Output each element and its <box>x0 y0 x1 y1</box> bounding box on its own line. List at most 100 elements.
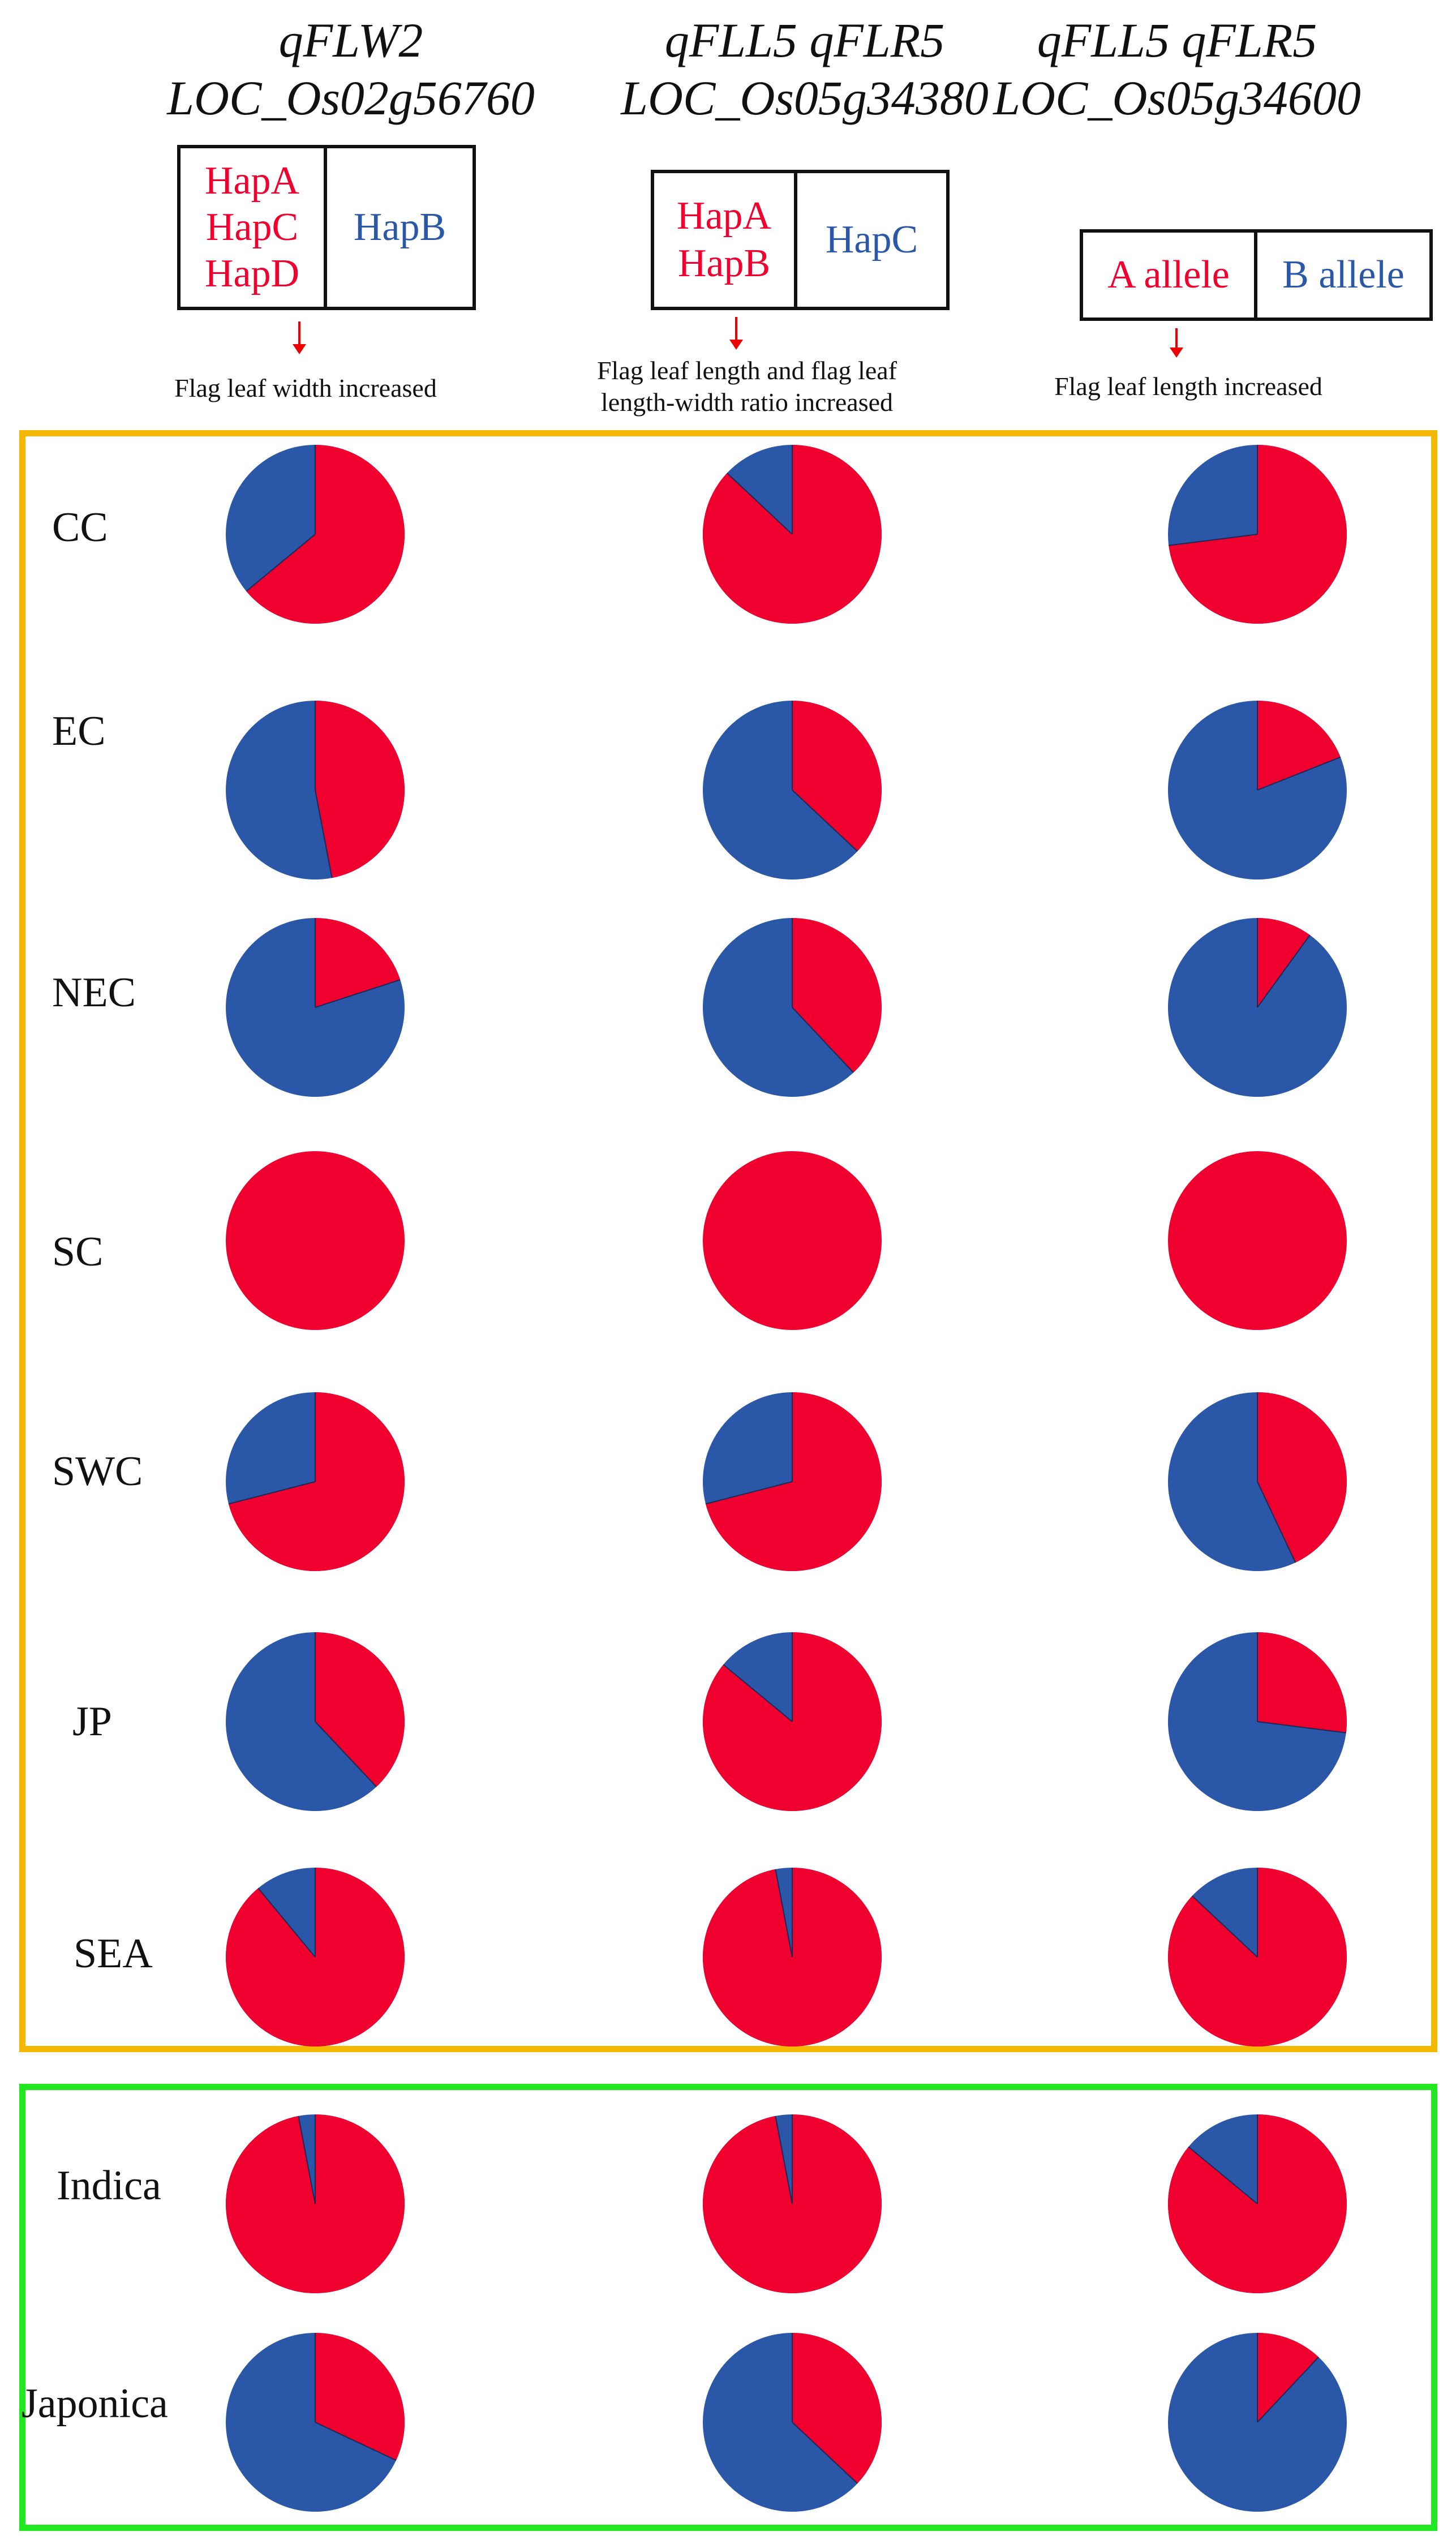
column-3-gene: qFLL5 qFLR5 <box>1037 13 1317 67</box>
pie-ec-1 <box>226 701 405 879</box>
row-label-nec: NEC <box>52 969 136 1016</box>
pie-slice-red <box>703 2114 882 2294</box>
pie-slice-red <box>1257 2333 1319 2422</box>
pie-slice-red <box>792 2333 882 2484</box>
row-label-sc: SC <box>52 1229 104 1275</box>
column-2-haplotype-box: HapA HapB HapC <box>651 170 950 310</box>
pie-ec-2 <box>703 701 882 879</box>
caption-line: length-width ratio increased <box>600 388 894 417</box>
column-2-red-haplotypes: HapA HapB <box>654 173 797 307</box>
pie-slice-red <box>1257 918 1310 1007</box>
pie-cc-1 <box>226 445 405 624</box>
haplotype-label: HapA <box>204 159 300 203</box>
row-label-ec: EC <box>52 708 106 754</box>
pie-japonica-2 <box>703 2333 882 2512</box>
pie-jp-2 <box>703 1632 882 1812</box>
subspecies-group-frame <box>19 2084 1437 2531</box>
row-label-japonica: Japonica <box>22 2380 168 2427</box>
pie-slice-red <box>792 701 882 852</box>
pie-indica-2 <box>703 2114 882 2294</box>
row-label-cc: CC <box>52 504 108 551</box>
pie-slice-divider <box>298 2116 316 2204</box>
pie-slice-divider <box>1257 2357 1319 2423</box>
column-2-caption: Flag leaf length and flag leaf length-wi… <box>526 355 968 418</box>
pie-slice-divider <box>1169 534 1258 546</box>
column-3-caption: Flag leaf length increased <box>996 371 1381 402</box>
pie-slice-red <box>226 1868 405 2047</box>
pie-slice-red <box>1257 701 1341 790</box>
column-1-arrow <box>293 321 306 354</box>
pie-slice-divider <box>723 1664 793 1722</box>
haplotype-label: HapC <box>205 205 299 249</box>
pie-swc-3 <box>1168 1392 1347 1571</box>
row-label-jp: JP <box>72 1698 112 1745</box>
column-3-arrow <box>1170 328 1183 358</box>
pie-slice-red <box>315 701 405 878</box>
pie-slice-divider <box>775 2116 793 2204</box>
row-label-sea: SEA <box>74 1930 153 1977</box>
pie-sc-3 <box>1168 1151 1347 1330</box>
pie-slice-divider <box>315 979 401 1008</box>
row-label-swc: SWC <box>52 1448 143 1495</box>
caption-line: Flag leaf length and flag leaf <box>596 356 897 385</box>
region-group-frame <box>19 430 1437 2052</box>
haplotype-label: HapB <box>677 242 771 285</box>
pie-swc-2 <box>703 1392 882 1572</box>
haplotype-label: A allele <box>1107 253 1230 297</box>
haplotype-label: HapD <box>204 252 300 295</box>
row-label-indica: Indica <box>57 2163 161 2209</box>
pie-jp-3 <box>1168 1632 1347 1811</box>
pie-slice-red <box>228 1392 405 1571</box>
pie-slice-divider <box>315 2422 397 2461</box>
column-1-locus: LOC_Os02g56760 <box>167 71 535 125</box>
caption-line: Flag leaf length increased <box>1054 372 1322 401</box>
column-1-gene: qFLW2 <box>278 13 423 67</box>
pie-slice-red <box>315 1632 405 1787</box>
column-2-blue-haplotype: HapC <box>825 218 918 261</box>
pie-slice-red <box>705 1392 882 1572</box>
pie-slice-divider <box>792 1007 854 1073</box>
column-2-arrow <box>729 317 743 350</box>
column-3-title: qFLL5 qFLR5 LOC_Os05g34600 <box>900 11 1454 127</box>
column-1-blue-haplotype: HapB <box>353 205 446 249</box>
pie-slice-divider <box>1257 1481 1296 1563</box>
column-3-red-haplotypes: A allele <box>1083 233 1257 318</box>
pie-cc-2 <box>702 445 882 624</box>
pie-slice-red <box>792 918 882 1073</box>
pie-slice-divider <box>1188 2146 1258 2204</box>
pie-slice-divider <box>1192 1895 1258 1958</box>
pie-slice-divider <box>1257 934 1311 1008</box>
pie-slice-divider <box>792 790 858 852</box>
pie-slice-red <box>246 445 405 624</box>
column-2-gene: qFLL5 qFLR5 <box>664 13 945 67</box>
pie-nec-2 <box>703 918 882 1097</box>
pie-slice-red <box>226 1151 405 1330</box>
column-1-title: qFLW2 LOC_Os02g56760 <box>74 11 628 127</box>
pie-cc-3 <box>1168 445 1347 624</box>
pie-slice-divider <box>727 473 793 535</box>
column-1-red-haplotypes: HapA HapC HapD <box>181 148 327 307</box>
pie-indica-1 <box>226 2114 405 2293</box>
pie-sc-2 <box>703 1151 882 1330</box>
pie-slice-divider <box>315 1721 377 1787</box>
pie-slice-divider <box>775 1869 793 1958</box>
pie-swc-1 <box>226 1392 405 1571</box>
column-1-caption: Flag leaf width increased <box>74 372 538 404</box>
pie-indica-3 <box>1168 2114 1347 2293</box>
pie-nec-3 <box>1168 918 1347 1097</box>
column-1-haplotype-box: HapA HapC HapD HapB <box>177 145 476 310</box>
pie-slice-red <box>1168 1151 1347 1330</box>
pie-jp-1 <box>226 1632 405 1811</box>
pie-slice-red <box>703 1151 882 1330</box>
pie-slice-divider <box>257 1887 316 1958</box>
pie-sea-2 <box>703 1867 882 2046</box>
pie-slice-divider <box>792 2422 858 2484</box>
pie-slice-divider <box>1257 756 1341 791</box>
pie-slice-red <box>315 2333 405 2461</box>
pie-ec-3 <box>1168 701 1347 879</box>
pie-japonica-3 <box>1168 2333 1347 2512</box>
column-3-locus: LOC_Os05g34600 <box>993 71 1361 125</box>
haplotype-label: HapA <box>676 194 772 238</box>
